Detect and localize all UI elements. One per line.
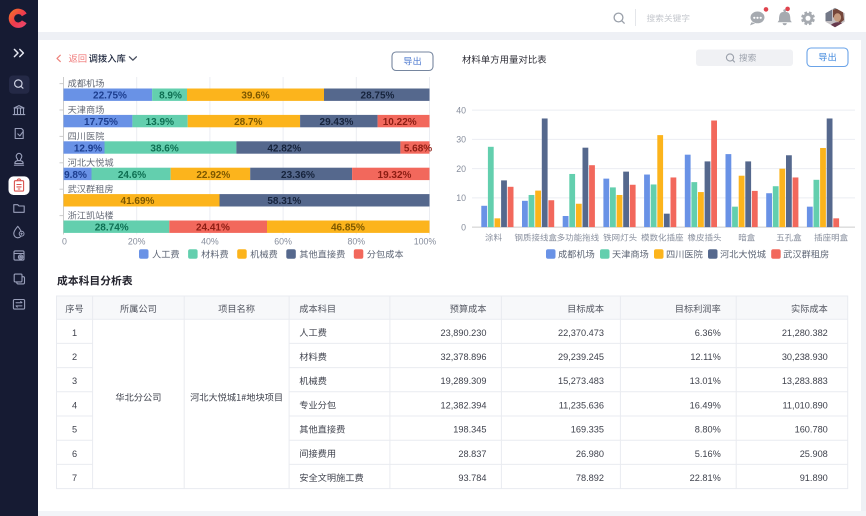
svg-text:7: 7	[72, 473, 77, 483]
svg-text:169.335: 169.335	[571, 425, 604, 435]
svg-text:160.780: 160.780	[795, 425, 828, 435]
svg-text:0: 0	[62, 237, 67, 247]
svg-text:5: 5	[72, 425, 77, 435]
svg-text:11,235.636: 11,235.636	[559, 400, 604, 410]
svg-text:39.6%: 39.6%	[241, 91, 269, 102]
svg-text:29.43%: 29.43%	[320, 117, 354, 128]
svg-text:3: 3	[72, 376, 77, 386]
svg-text:8.80%: 8.80%	[695, 425, 721, 435]
svg-text:29,239.245: 29,239.245	[558, 352, 604, 362]
svg-text:24.6%: 24.6%	[118, 170, 146, 181]
svg-text:28.837: 28.837	[458, 449, 486, 459]
svg-text:40: 40	[456, 105, 466, 115]
svg-text:13.01%: 13.01%	[690, 376, 721, 386]
svg-text:6: 6	[72, 449, 77, 459]
svg-text:22.92%: 22.92%	[196, 170, 230, 181]
svg-text:91.890: 91.890	[800, 473, 828, 483]
svg-text:26.980: 26.980	[576, 449, 604, 459]
svg-text:13.9%: 13.9%	[146, 117, 174, 128]
svg-text:19.32%: 19.32%	[378, 170, 412, 181]
svg-text:10.22%: 10.22%	[383, 117, 417, 128]
svg-text:80%: 80%	[347, 237, 365, 247]
svg-text:93.784: 93.784	[458, 473, 486, 483]
svg-text:17.75%: 17.75%	[84, 117, 118, 128]
svg-text:46.85%: 46.85%	[331, 223, 365, 234]
svg-text:60%: 60%	[274, 237, 292, 247]
svg-text:21,280.382: 21,280.382	[782, 328, 828, 338]
svg-text:23.36%: 23.36%	[281, 170, 315, 181]
svg-text:28.7%: 28.7%	[234, 117, 262, 128]
svg-text:5.16%: 5.16%	[695, 449, 721, 459]
svg-text:23,890.230: 23,890.230	[441, 328, 487, 338]
svg-text:20: 20	[456, 164, 466, 174]
svg-text:6.36%: 6.36%	[695, 328, 721, 338]
svg-text:25.908: 25.908	[800, 449, 828, 459]
svg-text:12,382.394: 12,382.394	[441, 400, 487, 410]
svg-text:16.49%: 16.49%	[690, 400, 721, 410]
svg-text:24.41%: 24.41%	[196, 223, 230, 234]
svg-text:38.6%: 38.6%	[150, 143, 178, 154]
svg-text:41.69%: 41.69%	[121, 196, 155, 207]
svg-text:40%: 40%	[201, 237, 219, 247]
svg-text:100%: 100%	[414, 237, 437, 247]
svg-text:22.81%: 22.81%	[690, 473, 721, 483]
svg-text:10: 10	[456, 193, 466, 203]
svg-text:12.9%: 12.9%	[74, 143, 102, 154]
svg-text:19,289.309: 19,289.309	[441, 376, 487, 386]
svg-text:20%: 20%	[128, 237, 146, 247]
svg-text:198.345: 198.345	[453, 425, 486, 435]
svg-text:42.82%: 42.82%	[267, 143, 301, 154]
svg-text:1: 1	[72, 328, 77, 338]
svg-text:28.75%: 28.75%	[361, 91, 395, 102]
svg-text:0: 0	[461, 222, 466, 232]
svg-text:12.11%: 12.11%	[690, 352, 720, 362]
svg-text:30: 30	[456, 135, 466, 145]
svg-text:28.74%: 28.74%	[95, 223, 129, 234]
svg-text:15,273.483: 15,273.483	[558, 376, 604, 386]
svg-text:78.892: 78.892	[576, 473, 604, 483]
svg-text:9.8%: 9.8%	[64, 170, 87, 181]
svg-text:32,378.896: 32,378.896	[441, 352, 487, 362]
svg-text:58.31%: 58.31%	[267, 196, 301, 207]
svg-text:22,370.473: 22,370.473	[558, 328, 604, 338]
svg-text:22.75%: 22.75%	[93, 91, 127, 102]
svg-text:4: 4	[72, 400, 77, 410]
svg-text:2: 2	[72, 352, 77, 362]
svg-text:5.68%: 5.68%	[404, 143, 432, 154]
svg-text:8.9%: 8.9%	[159, 91, 182, 102]
svg-text:11,010.890: 11,010.890	[782, 400, 827, 410]
svg-text:13,283.883: 13,283.883	[782, 376, 828, 386]
svg-text:30,238.930: 30,238.930	[782, 352, 828, 362]
